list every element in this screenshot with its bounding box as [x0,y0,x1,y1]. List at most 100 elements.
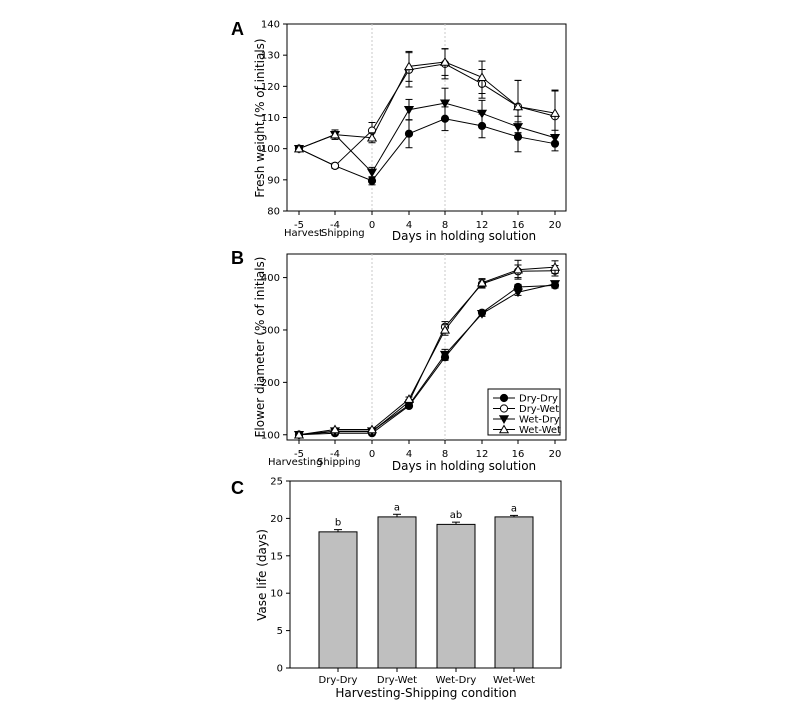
panel-b-pre-label-shipping: Shipping [317,457,361,468]
legend-marker [499,393,509,403]
significance-letter: ab [450,510,462,521]
panel-a-data-point [512,101,524,111]
panel-b-xtick-label: 20 [549,449,562,460]
bar-dry-wet [377,516,417,669]
panel-a-plot-frame [286,23,567,212]
legend-item-dry-wet: Dry-Wet [493,404,559,415]
panel-a-series-wet-wet [293,48,561,153]
panel-b-series-wet-wet [293,259,561,439]
panel-a-data-point [439,57,451,66]
panel-b-data-point [439,324,451,334]
panel-a-xtick-label: 12 [476,220,489,231]
panel-c-ytick-label: 10 [270,589,283,600]
panel-c-ytick-label: 15 [270,551,283,562]
legend-label: Wet-Wet [519,425,561,436]
bar-dry-dry [318,531,358,669]
panel-b-xtick-label: 0 [369,449,375,460]
panel-a-data-point [366,132,378,142]
panel-b-series-line [298,266,556,436]
panel-a-data-point [330,161,340,170]
legend-item-wet-wet: Wet-Wet [493,424,561,436]
panel-b-ytick-label: 300 [261,325,280,336]
panel-b-data-point [329,424,341,434]
panel-a-data-point [293,143,305,153]
panel-c-ytick-label: 25 [270,477,283,488]
panel-a-series-line [298,102,556,174]
panel-b-xtick-label: 16 [512,449,525,460]
panel-b-ytick-label: 100 [261,430,280,441]
panel-b-xtick-label: -4 [330,449,340,460]
panel-a-ytick-label: 100 [261,144,280,155]
panel-b-data-point [366,424,378,434]
panel-a-data-point [366,168,378,178]
panel-c-ytick-label: 20 [270,514,283,525]
bar-wet-dry [436,523,476,669]
significance-letter: a [394,502,400,513]
panel-a-pre-label-harvest: Harvest [284,228,323,239]
panel-c-ylabel: Vase life (days) [255,529,269,621]
panel-a-series-line [298,63,556,167]
panel-a-series-dry-dry [294,106,560,186]
panel-a-data-point [549,108,561,117]
panel-a-ytick-label: 110 [261,113,280,124]
panel-c-xlabel: Harvesting-Shipping condition [335,686,516,700]
panel-a-data-point [367,176,377,185]
panel-b-ylabel: Flower diameter (% of initials) [253,257,267,438]
category-label: Dry-Dry [319,675,358,686]
panel-a-xtick-label: 0 [369,220,375,231]
panel-a-data-point [329,129,341,139]
panel-a-ytick-label: 140 [261,20,280,31]
panel-b-pre-label-harvesting: Harvesting [268,457,322,468]
bar-wet-wet [494,516,534,669]
panel-b-xtick-label: -5 [294,449,304,460]
panel-a-ytick-label: 80 [267,207,280,218]
panel-c-plot-frame [289,480,562,669]
panel-c-ytick-label: 5 [277,626,283,637]
significance-letter: b [335,518,341,529]
panel-b-xtick-label: 4 [406,449,412,460]
panel-a-xtick-label: -5 [294,220,304,231]
panel-b-label: B [231,248,244,268]
panel-a-series-line [298,61,556,150]
panel-b-data-point [403,394,415,403]
panel-a-pre-label-shipping: Shipping [321,228,365,239]
legend-marker [498,415,510,424]
panel-a-ytick-label: 90 [267,175,280,186]
panel-b-series-line [298,284,556,436]
panel-a-label: A [231,19,244,39]
panel-b-xtick-label: 8 [442,449,448,460]
panel-b-series-line [298,283,556,436]
legend-item-wet-dry: Wet-Dry [493,415,560,426]
panel-a-data-point [404,129,414,138]
panel-a-xtick-label: -4 [330,220,340,231]
panel-b-plot-frame [286,253,567,441]
panel-b-ytick-label: 200 [261,378,280,389]
panel-b-data-point [476,277,488,287]
panel-a: A 80 90 100 110 120 130 140 -5 -4 0 4 8 12 16 20 Fres… [231,19,567,243]
panel-c-label: C [231,478,244,498]
panel-a-ylabel: Fresh weight (% of initials) [253,38,267,197]
panel-a-xtick-label: 20 [549,220,562,231]
category-label: Wet-Dry [436,675,477,686]
panel-b-data-point [476,310,488,319]
panel-b-data-point [512,264,524,274]
legend-label: Dry-Wet [519,404,559,415]
panel-a-ytick-label: 130 [261,51,280,62]
panel-c: C 0 5 10 15 20 25 b Dry-Dry a Dry-Wet ab Wet-Dry a W… [231,477,562,700]
panel-a-xtick-label: 16 [512,220,525,231]
legend-marker [499,404,509,413]
panel-a-ytick-label: 120 [261,82,280,93]
panel-b-data-point [293,429,305,439]
panel-b-xlabel: Days in holding solution [392,459,536,473]
panel-a-series-line [298,118,556,182]
panel-b-xtick-label: 12 [476,449,489,460]
legend-label: Dry-Dry [519,394,558,405]
panel-b: B 100 200 300 400 -5 -4 0 4 8 12 16 20 Dry-DryDry-… [231,248,567,473]
panel-a-data-point [403,61,415,71]
panel-a-data-point [403,106,415,115]
legend-marker [498,424,510,434]
panel-b-data-point [549,262,561,271]
panel-a-xlabel: Days in holding solution [392,229,536,243]
panel-b-data-point [512,288,524,298]
